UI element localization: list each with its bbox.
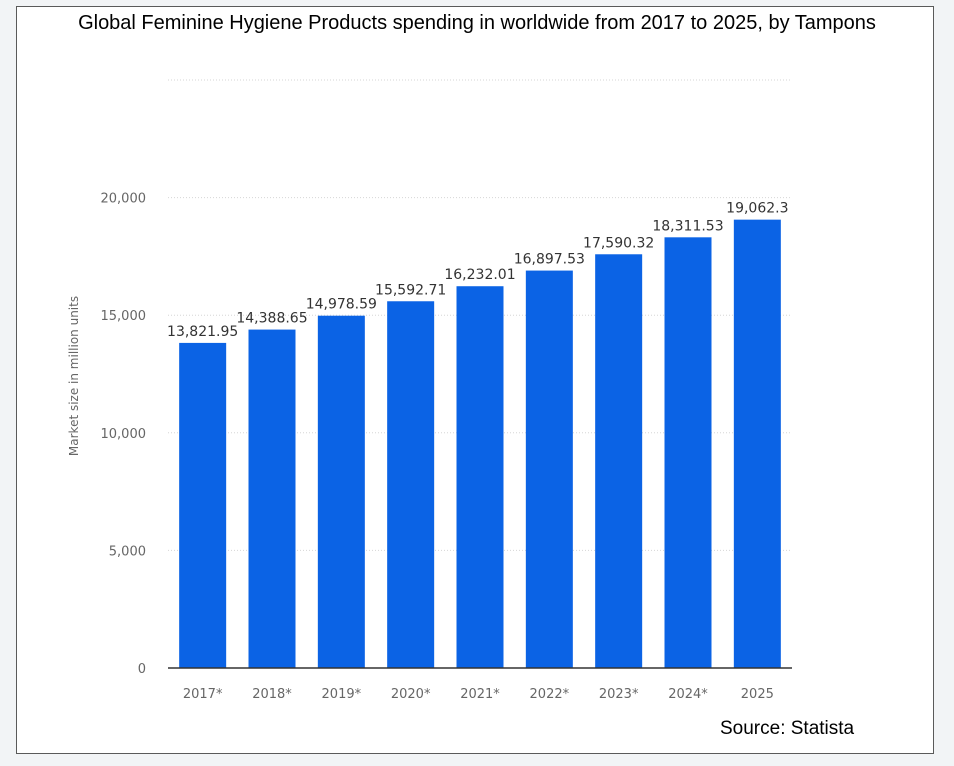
data-label: 15,592.71 (375, 282, 446, 298)
x-tick-label: 2017* (183, 687, 223, 702)
x-tick-label: 2018* (252, 687, 292, 702)
bars (179, 219, 781, 669)
y-tick-label: 15,000 (101, 309, 147, 324)
bar-2024 (664, 237, 712, 669)
bar-2023 (595, 254, 643, 668)
y-tick-label: 0 (138, 662, 146, 677)
x-tick-label: 2019* (322, 687, 362, 702)
bar-2017 (179, 342, 227, 668)
x-tick-label: 2023* (599, 687, 639, 702)
data-label: 14,978.59 (306, 297, 377, 313)
axes: 0 5,000 10,000 15,000 20,000 2017* 2018* 2019* 2… (101, 192, 792, 702)
data-label: 19,062.3 (726, 201, 788, 217)
data-label: 16,897.53 (514, 252, 585, 268)
y-tick-label: 5,000 (109, 544, 146, 559)
x-tick-label: 2024* (668, 687, 708, 702)
data-label: 17,590.32 (583, 235, 654, 251)
x-tick-label: 2025 (741, 687, 774, 702)
y-tick-label: 10,000 (101, 427, 147, 442)
data-labels: 13,821.9514,388.6514,978.5915,592.7116,2… (167, 201, 788, 340)
bar-2025 (733, 219, 781, 668)
chart-title: Global Feminine Hygiene Products spendin… (78, 12, 876, 34)
bar-2019 (317, 315, 365, 668)
bar-2021 (456, 286, 504, 668)
data-label: 14,388.65 (236, 311, 307, 327)
data-label: 18,311.53 (652, 218, 723, 234)
data-label: 13,821.95 (167, 324, 238, 340)
x-tick-label: 2020* (391, 687, 431, 702)
y-tick-label: 20,000 (101, 192, 147, 207)
bar-2018 (248, 329, 296, 668)
x-tick-label: 2022* (530, 687, 570, 702)
bar-2022 (525, 270, 573, 668)
bar-2020 (387, 301, 435, 668)
x-tick-label: 2021* (460, 687, 500, 702)
y-axis-label: Market size in million units (67, 296, 81, 456)
data-label: 16,232.01 (444, 267, 515, 283)
source-note: Source: Statista (720, 718, 855, 739)
